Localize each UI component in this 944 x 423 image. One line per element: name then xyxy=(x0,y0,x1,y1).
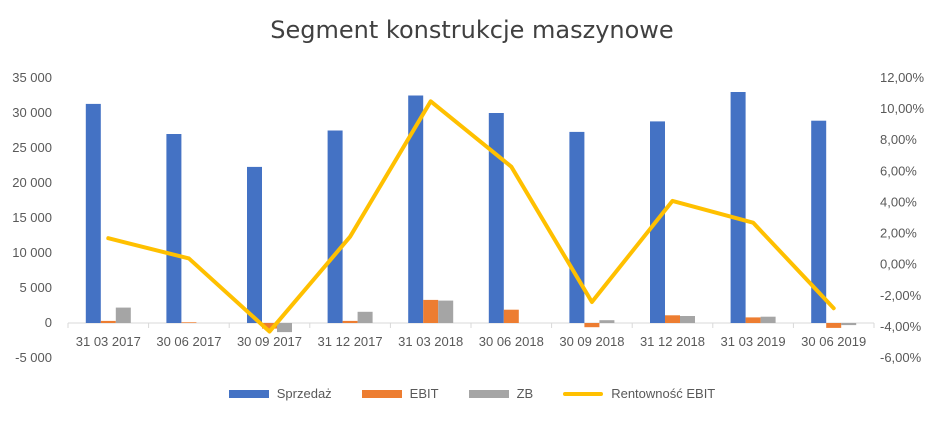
x-tick-label: 31 03 2018 xyxy=(398,334,463,349)
legend-label-zb: ZB xyxy=(516,386,534,401)
bar-ebit xyxy=(423,299,439,323)
y-right-tick-label: 2,00% xyxy=(880,226,917,241)
bar-ebit xyxy=(826,323,842,328)
x-tick-label: 31 12 2017 xyxy=(318,334,383,349)
y-left-tick-label: 30 000 xyxy=(12,105,52,120)
bar-sprzeda- xyxy=(247,166,262,323)
bar-zb xyxy=(357,311,373,323)
legend-swatch-ebit xyxy=(361,389,402,398)
bar-ebit xyxy=(665,315,680,323)
series-line-rentownosc-ebit xyxy=(106,99,836,334)
chart-legend: Sprzedaż EBIT ZB Rentowność EBIT xyxy=(0,386,944,401)
y-left-tick-label: -5 000 xyxy=(15,350,52,365)
bar-sprzeda- xyxy=(488,113,504,323)
bar-ebit xyxy=(503,309,519,323)
bar-ebit xyxy=(584,323,600,328)
bar-zb xyxy=(841,323,857,326)
y-left-tick-label: 5 000 xyxy=(19,280,52,295)
legend-label-sprzedaz: Sprzedaż xyxy=(276,386,332,401)
bar-ebit xyxy=(262,323,277,329)
legend-item-zb: ZB xyxy=(468,386,534,401)
y-left-tick-label: 25 000 xyxy=(12,140,52,155)
x-tick-label: 30 09 2018 xyxy=(559,334,624,349)
y-left-tick-label: 35 000 xyxy=(12,70,52,85)
bar-sprzeda- xyxy=(166,134,182,323)
bar-zb xyxy=(438,300,454,323)
bar-zb xyxy=(760,316,776,323)
bar-sprzeda- xyxy=(408,95,424,323)
y-right-tick-label: 10,00% xyxy=(880,101,925,116)
y-right-tick-label: -2,00% xyxy=(880,288,922,303)
legend-item-rentownosc: Rentowność EBIT xyxy=(563,386,715,401)
y-right-tick-label: 6,00% xyxy=(880,163,917,178)
y-left-tick-label: 0 xyxy=(45,315,52,330)
bar-sprzeda- xyxy=(730,92,746,323)
bar-zb xyxy=(599,320,615,323)
bar-sprzeda- xyxy=(569,131,585,323)
y-right-tick-label: 0,00% xyxy=(880,257,917,272)
y-left-tick-label: 10 000 xyxy=(12,245,52,260)
y-left-tick-label: 15 000 xyxy=(12,210,52,225)
y-right-tick-label: -6,00% xyxy=(880,350,922,365)
y-right-tick-label: 12,00% xyxy=(880,70,925,85)
chart-title: Segment konstrukcje maszynowe xyxy=(270,16,674,44)
bar-ebit xyxy=(745,317,761,323)
legend-swatch-sprzedaz xyxy=(228,389,269,398)
bar-sprzeda- xyxy=(327,130,343,323)
x-tick-label: 31 12 2018 xyxy=(640,334,705,349)
bar-ebit xyxy=(342,320,358,323)
legend-swatch-rentownosc xyxy=(563,391,604,396)
legend-label-ebit: EBIT xyxy=(409,386,439,401)
y-right-tick-label: 4,00% xyxy=(880,194,917,209)
bar-ebit xyxy=(181,322,197,323)
legend-item-sprzedaz: Sprzedaż xyxy=(228,386,332,401)
y-left-tick-label: 20 000 xyxy=(12,175,52,190)
bar-sprzeda- xyxy=(811,120,827,323)
legend-label-rentownosc: Rentowność EBIT xyxy=(611,386,716,401)
bar-sprzeda- xyxy=(85,103,101,324)
legend-item-ebit: EBIT xyxy=(361,386,439,401)
x-tick-label: 30 09 2017 xyxy=(237,334,302,349)
bar-zb xyxy=(680,316,695,323)
bar-zb xyxy=(277,323,292,333)
x-tick-label: 30 06 2017 xyxy=(156,334,221,349)
y-right-tick-label: -4,00% xyxy=(880,319,922,334)
x-tick-label: 31 03 2019 xyxy=(721,334,786,349)
bar-zb xyxy=(115,307,131,323)
bar-ebit xyxy=(100,320,116,323)
legend-swatch-zb xyxy=(468,389,509,398)
x-tick-label: 30 06 2018 xyxy=(479,334,544,349)
y-right-tick-label: 8,00% xyxy=(880,132,917,147)
x-tick-label: 30 06 2019 xyxy=(801,334,866,349)
x-tick-label: 31 03 2017 xyxy=(76,334,141,349)
